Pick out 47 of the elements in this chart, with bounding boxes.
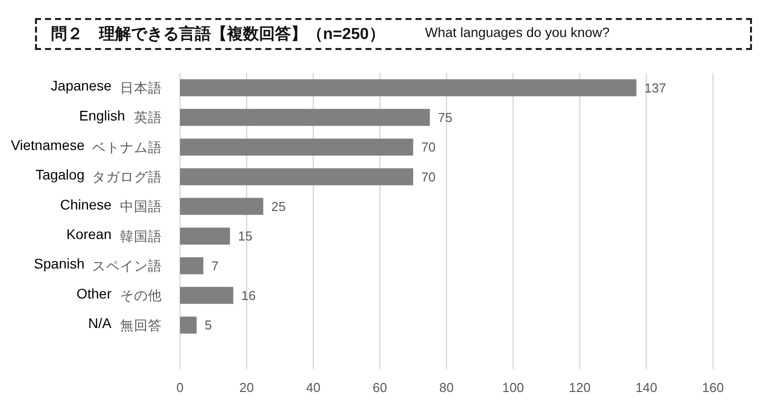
bar	[180, 79, 636, 96]
data-label: 5	[204, 318, 212, 333]
text: Other	[76, 285, 112, 302]
text: Vietnamese	[10, 137, 85, 154]
y-tick-label: 英語	[134, 110, 162, 126]
bar	[180, 138, 414, 156]
bar	[180, 286, 234, 304]
x-tick-label: 120	[568, 380, 591, 396]
data-label: 25	[271, 199, 286, 214]
bar	[180, 257, 204, 274]
text: Spanish	[34, 256, 84, 272]
y-tick-label: 日本語	[120, 80, 162, 96]
y-tick-label: ベトナム語	[92, 140, 162, 155]
data-label: 7	[211, 258, 219, 274]
y-tick-label: スペイン語	[92, 258, 162, 274]
bar	[180, 316, 197, 334]
data-label: 70	[421, 140, 436, 155]
text: Tagalog	[35, 166, 84, 183]
x-tick-label: 80	[439, 380, 454, 396]
text: N/A	[88, 315, 112, 332]
x-tick-label: 20	[239, 380, 254, 396]
chart-title: 問２ 理解できる言語【複数回答】（n=250）	[51, 24, 385, 45]
text: Japanese	[50, 78, 112, 94]
x-tick-label: 140	[636, 380, 658, 396]
y-tick-label: タガログ語	[92, 170, 162, 185]
data-label: 75	[438, 110, 452, 126]
text: Korean	[66, 226, 112, 242]
x-tick-label: 40	[306, 380, 320, 396]
x-tick-label: 0	[176, 380, 184, 396]
y-tick-label: 無回答	[120, 318, 162, 333]
bar	[180, 198, 264, 215]
data-label: 137	[644, 80, 666, 96]
y-tick-label: 韓国語	[120, 228, 162, 244]
x-tick-label: 60	[372, 380, 388, 396]
data-label: 70	[421, 169, 436, 184]
y-tick-label: 中国語	[120, 199, 162, 214]
data-label: 16	[241, 288, 256, 304]
data-label: 15	[238, 228, 252, 244]
bar	[180, 228, 230, 245]
x-tick-label: 160	[702, 380, 724, 396]
bar	[180, 168, 414, 186]
y-tick-label: その他	[120, 288, 162, 304]
text: English	[79, 107, 125, 124]
bar	[180, 108, 430, 126]
x-tick-label: 100	[502, 380, 524, 396]
text: Chinese	[60, 196, 112, 212]
chart-subtitle: What languages do you know?	[425, 25, 610, 40]
